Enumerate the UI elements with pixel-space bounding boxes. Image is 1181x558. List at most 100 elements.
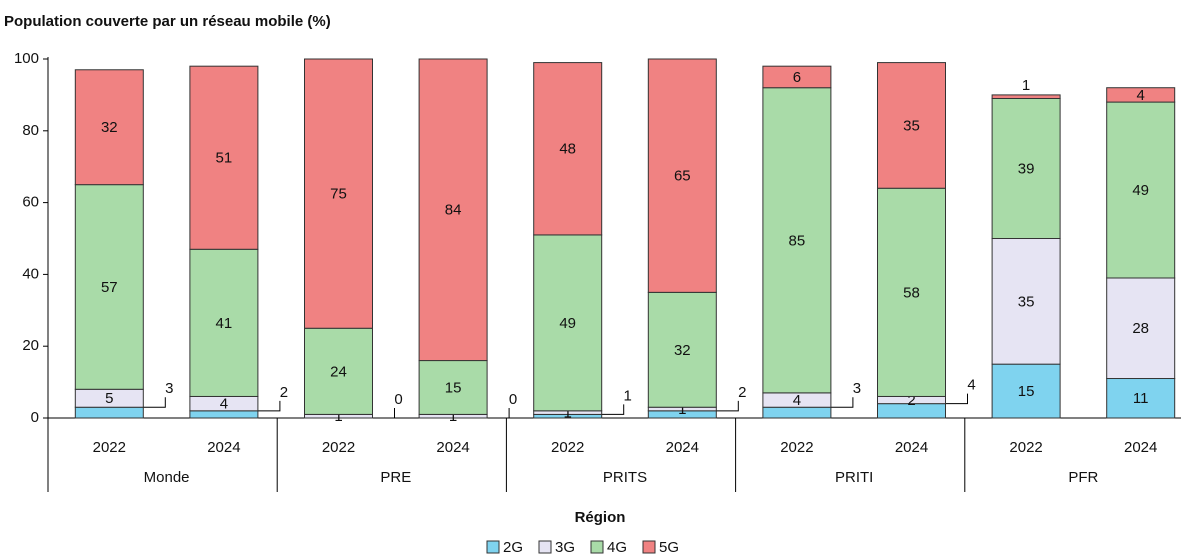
group-label: PFR [1068,469,1098,486]
data-label: 6 [793,69,801,86]
data-label: 1 [678,401,686,418]
y-tick-label: 0 [31,409,39,426]
bar-segment [991,97,1061,239]
data-label: 39 [1018,160,1035,177]
x-tick-label: 2022 [1009,439,1042,456]
legend-label: 3G [555,539,575,556]
data-label: 3 [853,380,861,397]
data-label: 28 [1132,320,1149,337]
bar-segment [418,58,488,362]
data-label: 58 [903,284,920,301]
data-label: 35 [903,117,920,134]
chart-title: Population couverte par un réseau mobile… [4,13,331,30]
bar-segment [533,234,603,412]
bar-segment [762,65,832,89]
leader-line [487,408,510,419]
bar-segment [1106,101,1176,279]
x-tick-label: 2022 [322,439,355,456]
data-label: 4 [793,392,801,409]
data-label: 32 [101,119,118,136]
legend-label: 5G [659,539,679,556]
data-label: 4 [967,377,975,394]
data-label: 1 [624,387,632,404]
data-label: 5 [105,390,113,407]
bar-segment [1106,378,1176,419]
data-label: 11 [1133,390,1149,407]
bar-segment [762,87,832,394]
legend-swatch [486,540,500,554]
bar-segment [991,94,1061,99]
bar-segment [533,62,603,236]
data-label: 0 [509,391,517,408]
y-tick-label: 40 [22,265,39,282]
leader-line [601,404,625,415]
data-label: 49 [559,315,576,332]
leader-line [830,397,854,408]
y-tick-label: 80 [22,122,39,139]
data-label: 15 [445,379,462,396]
x-tick-label: 2024 [666,439,699,456]
x-tick-label: 2024 [436,439,469,456]
x-tick-label: 2022 [780,439,813,456]
x-tick-label: 2024 [895,439,928,456]
bar-segment [74,406,144,419]
bar-segment [304,58,373,329]
bar-segment [74,184,144,390]
legend-label: 2G [503,539,523,556]
y-tick-label: 20 [22,337,39,354]
data-label: 24 [330,363,347,380]
group-label: PRITI [835,469,873,486]
legend-swatch [642,540,656,554]
bar-segment [877,62,946,189]
y-tick-label: 60 [22,194,39,211]
bar-segment [304,327,373,415]
legend-label: 4G [607,539,627,556]
x-tick-label: 2024 [207,439,240,456]
data-label: 49 [1132,182,1149,199]
data-label: 2 [280,384,288,401]
bar-segment [189,248,259,397]
bar-segment [647,58,717,293]
data-label: 75 [330,186,347,203]
group-label: PRE [380,469,411,486]
x-axis-title: Région [575,509,626,526]
data-label: 35 [1018,293,1035,310]
data-label: 48 [559,141,576,158]
y-tick-label: 100 [14,50,39,67]
x-tick-label: 2024 [1124,439,1157,456]
data-label: 57 [101,279,118,296]
bar-segment [877,187,946,397]
data-label: 0 [394,391,402,408]
x-tick-label: 2022 [551,439,584,456]
group-label: PRITS [603,469,647,486]
bar-segment [647,291,717,408]
data-label: 1 [334,408,342,425]
bar-segment [1106,277,1176,380]
data-label: 3 [165,380,173,397]
bar-segment [1106,87,1176,103]
data-label: 4 [220,396,228,413]
data-label: 65 [674,168,691,185]
leader-line [143,397,166,408]
data-label: 4 [1137,87,1145,104]
data-label: 85 [789,232,806,249]
x-tick-label: 2022 [93,439,126,456]
bar-segment [418,360,488,415]
bar-segment [189,65,259,250]
group-label: Monde [144,469,190,486]
data-label: 15 [1018,383,1035,400]
leader-line [372,408,395,419]
bar-segment [74,69,144,186]
data-label: 1 [449,408,457,425]
data-label: 1 [1022,77,1030,94]
data-label: 41 [216,315,233,332]
leader-line [945,393,968,405]
legend-swatch [590,540,604,554]
data-label: 51 [216,150,233,167]
data-label: 2 [907,392,915,409]
legend-swatch [538,540,552,554]
data-label: 32 [674,342,691,359]
bar-segment [991,238,1061,365]
data-label: 1 [564,405,572,422]
